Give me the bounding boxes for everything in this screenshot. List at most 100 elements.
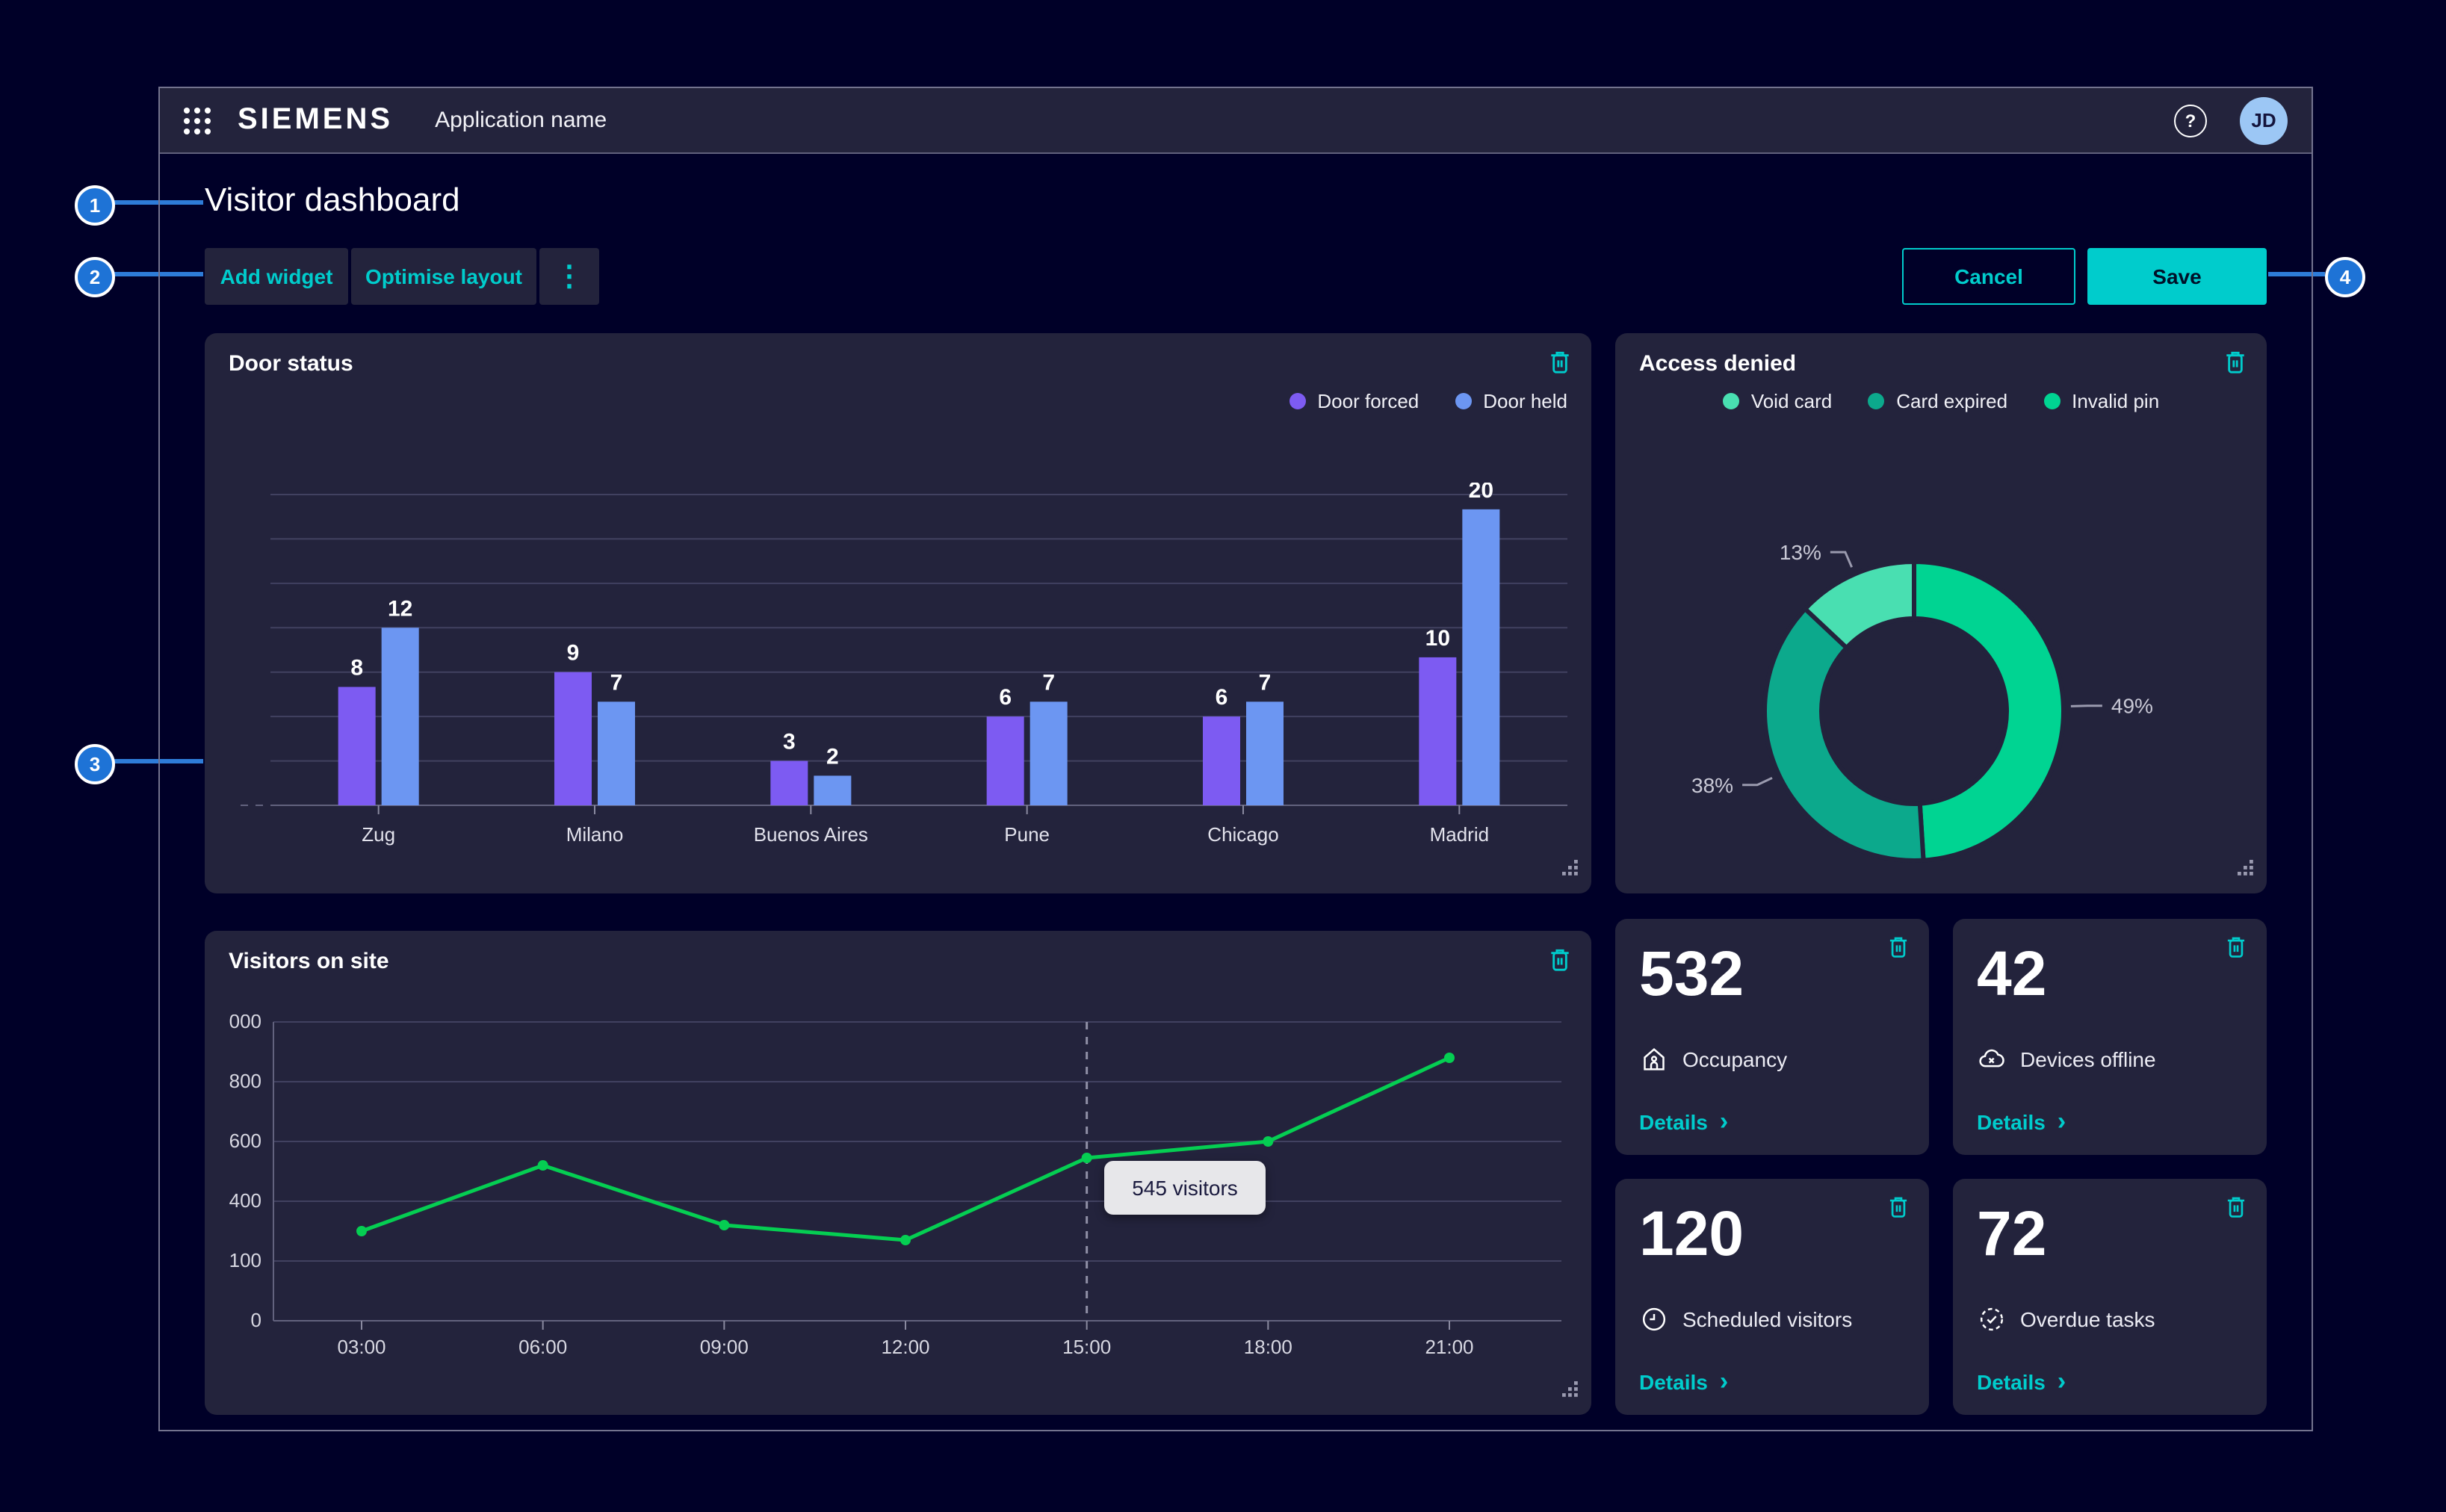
- svg-text:6: 6: [999, 685, 1012, 710]
- trash-icon: [1551, 949, 1569, 971]
- kpi-value: 120: [1639, 1198, 1744, 1268]
- details-link[interactable]: Details ›: [1639, 1369, 1728, 1394]
- svg-text:Zug: Zug: [362, 823, 395, 846]
- svg-text:12:00: 12:00: [881, 1336, 929, 1358]
- svg-text:400: 400: [229, 1189, 261, 1212]
- kpi-label: Devices offline: [2020, 1047, 2156, 1071]
- callout-line-1: [111, 200, 203, 205]
- svg-text:7: 7: [1259, 670, 1272, 695]
- details-label: Details: [1977, 1109, 2046, 1133]
- kpi-label-row: Overdue tasks: [1977, 1304, 2155, 1334]
- delete-widget-button[interactable]: [2220, 932, 2250, 962]
- delete-widget-button[interactable]: [1883, 1192, 1913, 1222]
- kpi-card-devices-offline: 42 Devices offline Details ›: [1953, 919, 2267, 1155]
- legend-item-card-expired[interactable]: Card expired: [1868, 390, 2007, 412]
- toolbar: Add widget Optimise layout ⋮: [205, 248, 599, 305]
- legend-label: Card expired: [1896, 390, 2008, 412]
- delete-widget-button[interactable]: [1545, 347, 1575, 377]
- delete-widget-button[interactable]: [2220, 347, 2250, 377]
- scheduled-visitors-icon: [1642, 1307, 1666, 1331]
- callout-3: 3: [75, 744, 115, 784]
- save-button[interactable]: Save: [2087, 248, 2267, 305]
- trash-icon: [1889, 1197, 1907, 1218]
- svg-text:800: 800: [229, 1070, 261, 1092]
- delete-widget-button[interactable]: [1545, 944, 1575, 974]
- app-launcher-icon[interactable]: [184, 107, 211, 134]
- svg-text:38%: 38%: [1691, 774, 1733, 797]
- details-label: Details: [1639, 1369, 1708, 1393]
- resize-handle[interactable]: [1561, 858, 1579, 884]
- details-link[interactable]: Details ›: [1639, 1109, 1728, 1134]
- svg-text:9: 9: [567, 641, 580, 666]
- trash-icon: [2226, 937, 2244, 958]
- page-title: Visitor dashboard: [205, 181, 460, 218]
- app-header: SIEMENS Application name ? JD: [160, 88, 2312, 154]
- devices-offline-icon: [1979, 1049, 2004, 1068]
- svg-text:Milano: Milano: [566, 823, 624, 846]
- svg-text:6: 6: [1216, 685, 1228, 710]
- resize-handle-icon: [1562, 1381, 1578, 1397]
- avatar[interactable]: JD: [2240, 96, 2288, 144]
- cancel-button[interactable]: Cancel: [1902, 248, 2075, 305]
- callout-line-2: [111, 272, 203, 276]
- chart-legend: Void card Card expired Invalid pin: [1615, 390, 2267, 412]
- callout-number: 1: [89, 194, 101, 217]
- details-link[interactable]: Details ›: [1977, 1369, 2066, 1394]
- donut-chart: 49% 38% 13%: [1691, 541, 2153, 863]
- kpi-value: 532: [1639, 938, 1744, 1008]
- help-icon[interactable]: ?: [2174, 104, 2207, 137]
- more-options-button[interactable]: ⋮: [539, 248, 599, 305]
- legend-item-void-card[interactable]: Void card: [1722, 390, 1832, 412]
- svg-text:20: 20: [1469, 483, 1493, 503]
- resize-handle[interactable]: [2237, 858, 2255, 884]
- kpi-card-occupancy: 532 Occupancy Details ›: [1615, 919, 1929, 1155]
- callout-number: 4: [2339, 266, 2351, 288]
- kpi-label-row: Scheduled visitors: [1639, 1304, 1852, 1334]
- legend-item-invalid-pin[interactable]: Invalid pin: [2043, 390, 2159, 412]
- svg-text:21:00: 21:00: [1425, 1336, 1473, 1358]
- svg-text:Buenos Aires: Buenos Aires: [754, 823, 868, 846]
- svg-text:3: 3: [783, 730, 796, 755]
- svg-text:10: 10: [1425, 626, 1450, 651]
- chevron-right-icon: ›: [1719, 1367, 1729, 1395]
- legend-item-door-forced[interactable]: Door forced: [1289, 390, 1419, 412]
- delete-widget-button[interactable]: [2220, 1192, 2250, 1222]
- svg-text:15:00: 15:00: [1062, 1336, 1111, 1358]
- chevron-right-icon: ›: [2057, 1107, 2066, 1135]
- chart-legend: Door forced Door held: [1289, 390, 1567, 412]
- kpi-label-row: Occupancy: [1639, 1044, 1787, 1074]
- details-link[interactable]: Details ›: [1977, 1109, 2066, 1134]
- svg-text:0: 0: [251, 1309, 261, 1331]
- svg-text:Pune: Pune: [1004, 823, 1050, 846]
- resize-handle[interactable]: [1561, 1379, 1579, 1406]
- kpi-label: Occupancy: [1682, 1047, 1788, 1071]
- svg-text:Chicago: Chicago: [1207, 823, 1278, 846]
- widget-title: Access denied: [1639, 351, 1797, 377]
- svg-text:12: 12: [388, 596, 412, 621]
- add-widget-button[interactable]: Add widget: [205, 248, 348, 305]
- callout-number: 2: [89, 266, 101, 288]
- callout-line-4: [2268, 272, 2325, 276]
- svg-text:Madrid: Madrid: [1430, 823, 1489, 846]
- trash-icon: [1889, 937, 1907, 958]
- trash-icon: [2226, 351, 2244, 374]
- optimise-layout-button[interactable]: Optimise layout: [351, 248, 536, 305]
- details-label: Details: [1639, 1109, 1708, 1133]
- legend-label: Door forced: [1317, 390, 1419, 412]
- widget-title: Door status: [229, 351, 353, 377]
- widget-visitors-on-site: Visitors on site 1000800600400100003:000…: [205, 931, 1591, 1415]
- kpi-label: Overdue tasks: [2020, 1307, 2155, 1331]
- kpi-label-row: Devices offline: [1977, 1044, 2156, 1074]
- kpi-value: 42: [1977, 938, 2047, 1008]
- legend-dot: [1289, 393, 1306, 409]
- legend-item-door-held[interactable]: Door held: [1455, 390, 1567, 412]
- kpi-card-overdue-tasks: 72 Overdue tasks Details ›: [1953, 1179, 2267, 1415]
- chart-tooltip: 545 visitors: [1104, 1161, 1266, 1215]
- callout-1: 1: [75, 185, 115, 226]
- line-chart: 1000800600400100003:0006:0009:0012:0015:…: [229, 1014, 1561, 1358]
- svg-text:06:00: 06:00: [518, 1336, 567, 1358]
- delete-widget-button[interactable]: [1883, 932, 1913, 962]
- legend-dot: [1868, 393, 1885, 409]
- legend-label: Door held: [1483, 390, 1567, 412]
